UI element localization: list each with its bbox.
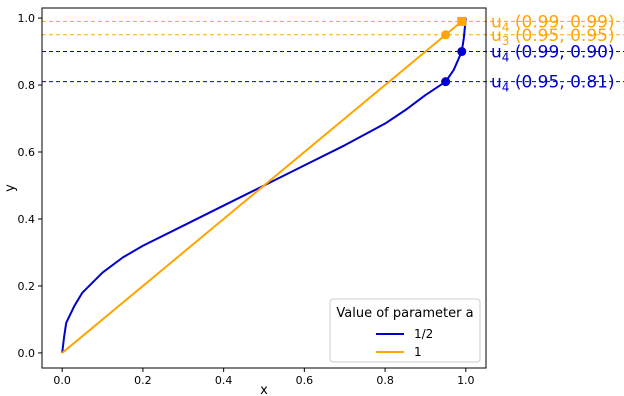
legend-label-1: 1 [414,345,422,359]
legend-box [329,298,481,363]
reference-lines [42,20,624,83]
highlight-point-1 [457,47,467,57]
legend: Value of parameter a 1/2 1 [329,298,481,363]
x-axis-ticks: 0.0 0.2 0.4 0.6 0.8 1.0 [53,368,475,387]
highlight-point-3 [457,16,467,26]
annotation-2: u4 (0.99, 0.90) [491,43,615,65]
highlight-point-2 [441,30,451,40]
x-tick-label-5: 1.0 [457,374,475,387]
annotation-1: u3 (0.95, 0.95) [491,26,615,48]
y-tick-label-0: 0.0 [18,347,36,360]
y-axis-ticks: 0.0 0.2 0.4 0.6 0.8 1.0 [18,12,42,360]
legend-label-0: 1/2 [414,327,433,341]
y-tick-label-5: 1.0 [18,12,36,25]
annotation-0: u4 (0.99, 0.99) [491,12,615,34]
y-tick-label-3: 0.6 [18,146,36,159]
x-tick-label-0: 0.0 [53,374,71,387]
y-tick-label-4: 0.8 [18,79,36,92]
legend-title: Value of parameter a [336,306,473,321]
annotations: u4 (0.99, 0.99)u3 (0.95, 0.95)u4 (0.99, … [491,12,615,94]
y-tick-label-1: 0.2 [18,280,36,293]
x-tick-label-4: 0.8 [376,374,394,387]
highlight-points [441,16,467,87]
plot-frame [41,7,487,369]
x-tick-label-3: 0.6 [296,374,314,387]
annotation-3: u4 (0.95, 0.81) [491,73,615,95]
x-tick-label-1: 0.2 [134,374,152,387]
highlight-point-0 [441,77,451,87]
x-axis-label: x [260,383,268,396]
y-tick-label-2: 0.4 [18,213,36,226]
y-axis-label: y [3,184,18,192]
x-tick-label-2: 0.4 [215,374,233,387]
